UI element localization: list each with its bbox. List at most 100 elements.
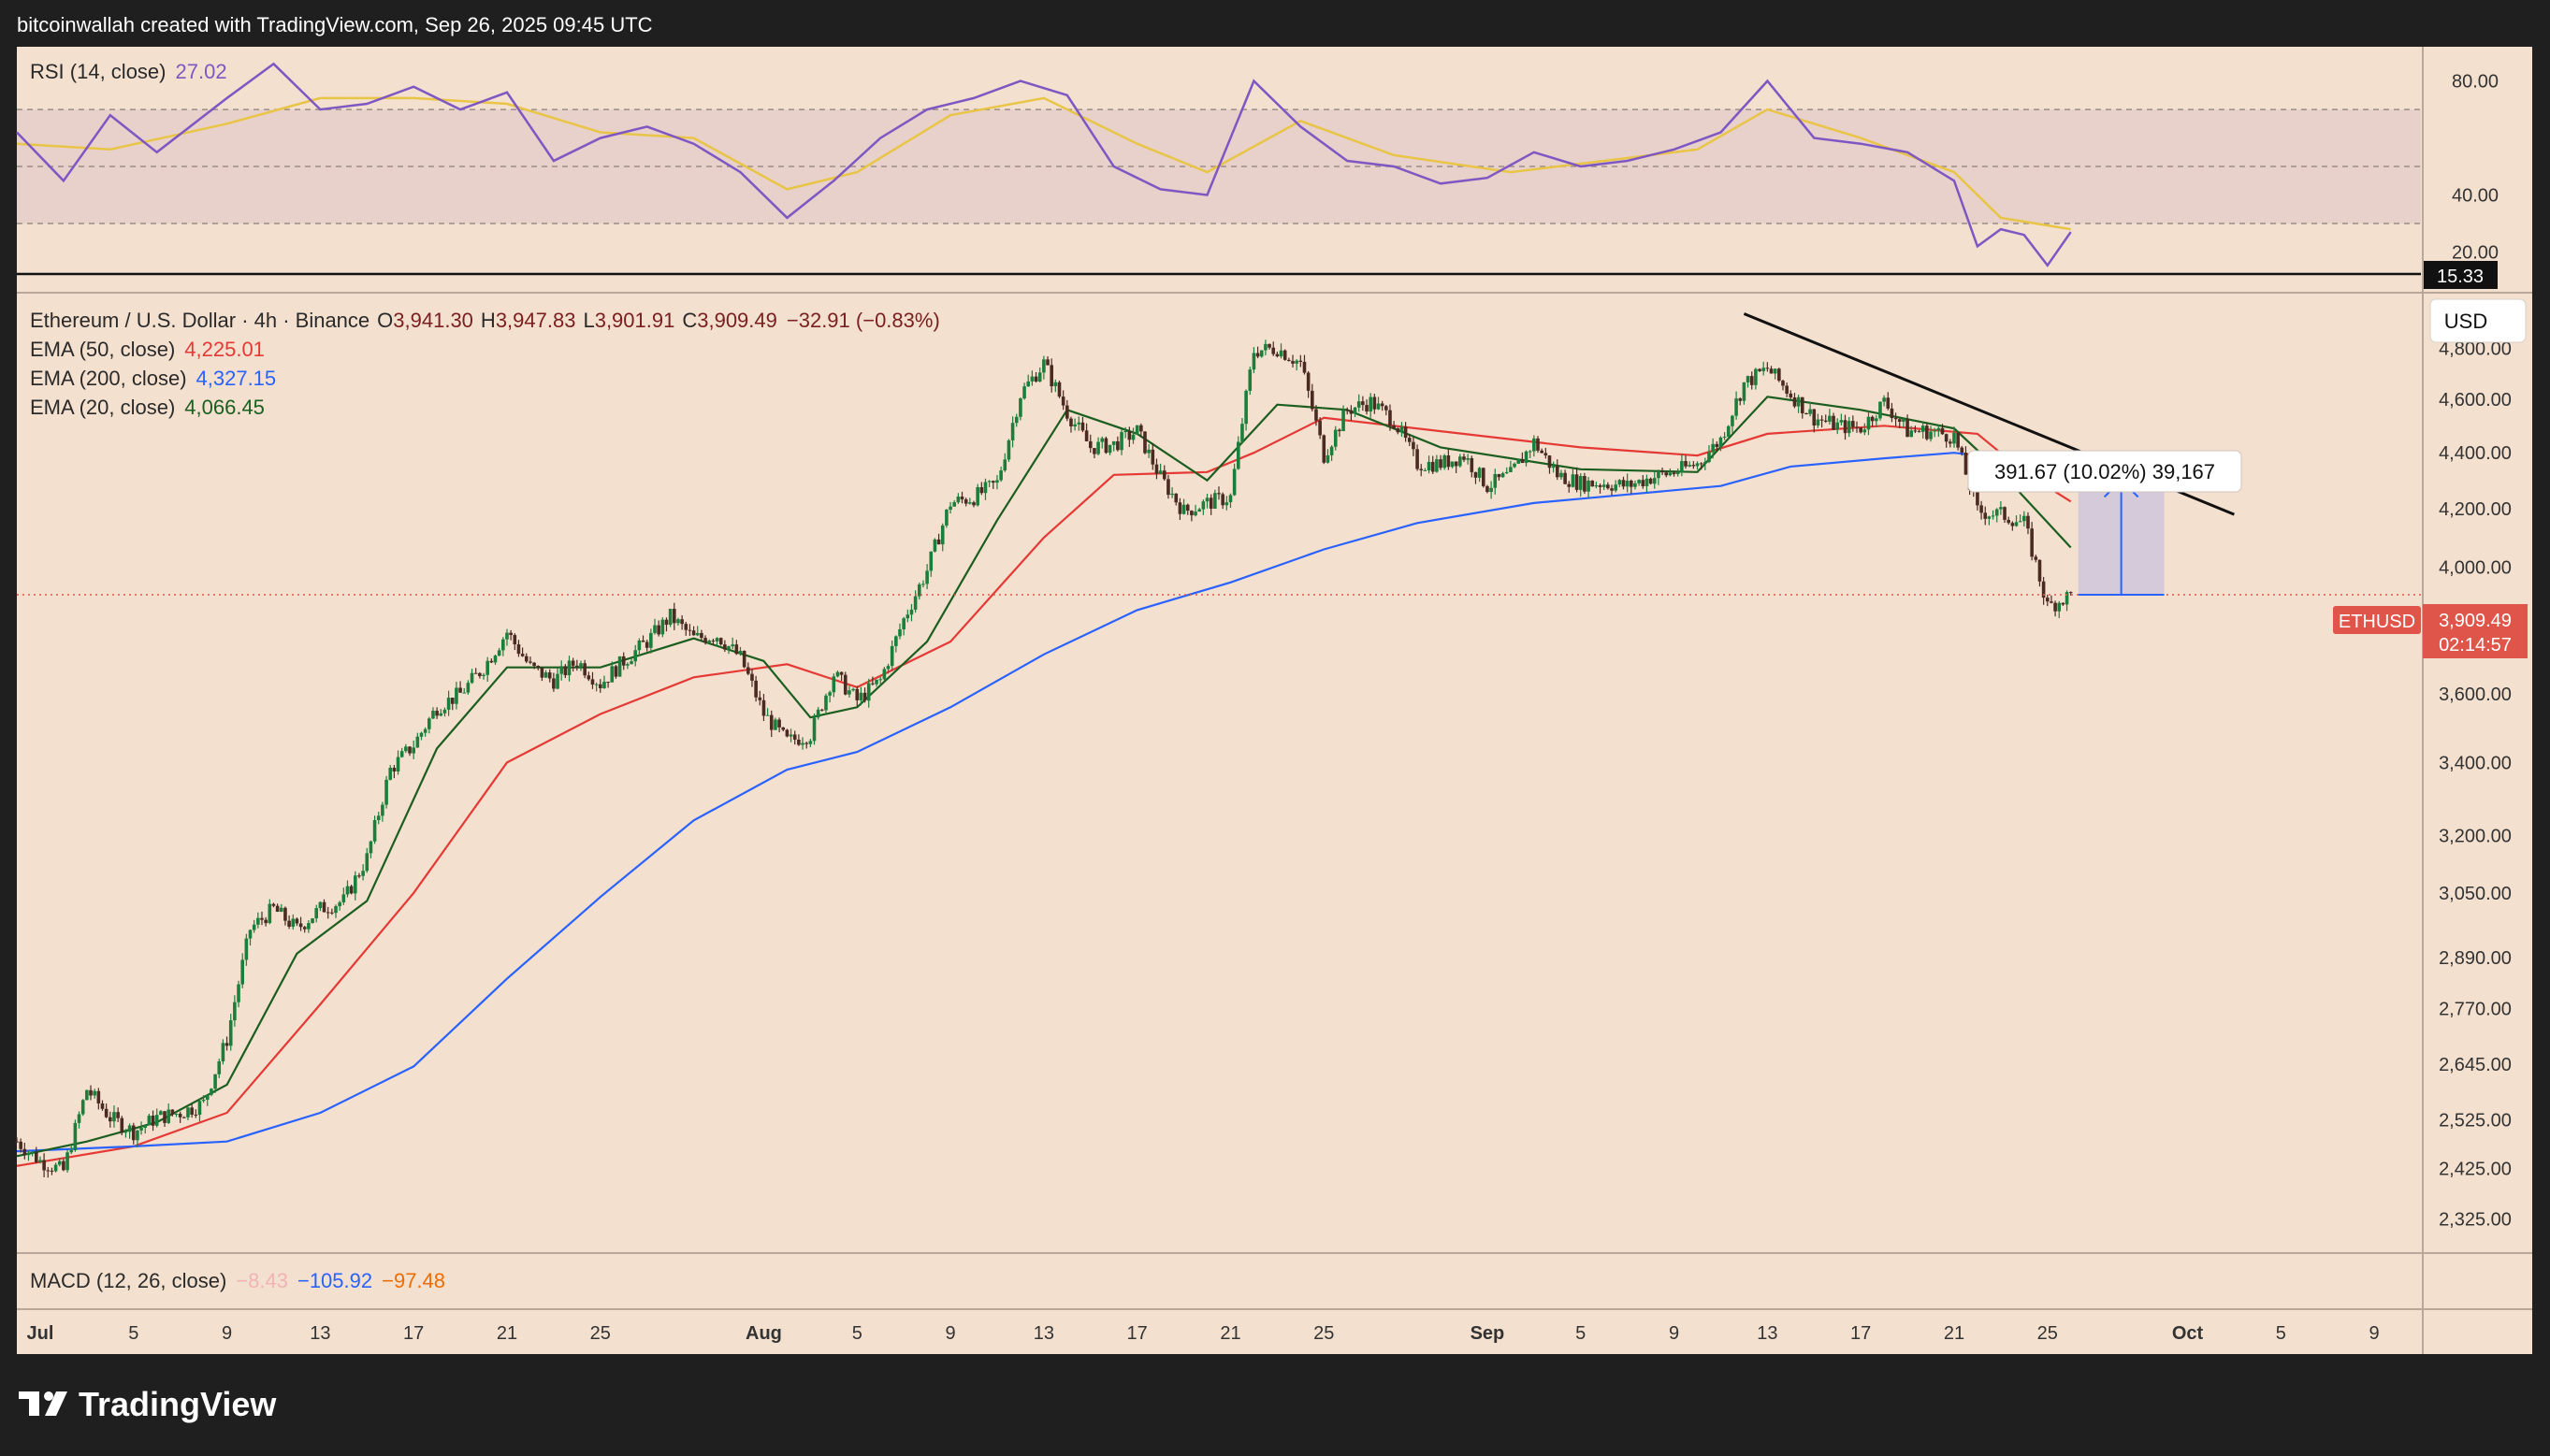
candle <box>1897 418 1902 429</box>
currency-button[interactable] <box>2429 298 2527 343</box>
candle <box>1439 454 1442 470</box>
candle <box>1485 484 1489 494</box>
candle <box>1648 477 1653 485</box>
price-axis-label: 2,890.00 <box>2439 948 2512 969</box>
currency-label: USD <box>2444 310 2487 333</box>
candle <box>1213 489 1217 510</box>
candle <box>268 899 272 925</box>
candle <box>1131 427 1136 444</box>
candle <box>1769 366 1774 374</box>
candle <box>2018 514 2022 523</box>
candle <box>466 680 471 695</box>
candle <box>237 980 240 1008</box>
candle <box>1590 480 1595 487</box>
candle <box>921 580 925 588</box>
candle <box>626 662 630 670</box>
candle <box>2068 591 2073 596</box>
time-axis[interactable]: Jul 5 9 13 17 21 25 Aug 5 9 13 17 21 25 Sep 5 9 13 17 21 25 O… <box>26 1323 2379 1344</box>
candle <box>186 1106 190 1120</box>
candle <box>940 523 945 552</box>
candle <box>676 617 680 626</box>
time-axis-day-label: 21 <box>497 1323 517 1344</box>
candle <box>1878 401 1882 421</box>
macd-pane[interactable]: MACD (12, 26, close) −8.43 −105.92 −97.48 <box>30 1269 445 1292</box>
ema20-legend-name: EMA (20, close) <box>30 396 175 419</box>
price-axis[interactable]: 4,800.00 4,600.00 4,400.00 4,200.00 4,000.00… <box>2439 339 2512 1230</box>
candle <box>617 656 622 677</box>
candle <box>423 727 427 737</box>
candle <box>1217 486 1221 500</box>
tradingview-logo-icon <box>19 1391 67 1416</box>
candle <box>979 482 984 496</box>
candle <box>742 650 746 669</box>
time-axis-day-label: 17 <box>1127 1323 1148 1344</box>
candle <box>1532 435 1536 457</box>
candle <box>1403 422 1408 442</box>
candle <box>1543 447 1548 459</box>
candle <box>1765 362 1770 372</box>
rsi-axis: 80.00 40.00 20.00 <box>2452 72 2499 264</box>
candle <box>127 1123 132 1139</box>
time-axis-day-label: 17 <box>403 1323 424 1344</box>
candle <box>307 920 311 933</box>
candle <box>38 1156 42 1164</box>
tradingview-logo-text: TradingView <box>79 1385 277 1423</box>
candle <box>1376 396 1381 411</box>
candle <box>372 815 377 844</box>
candle <box>1843 414 1847 440</box>
candle <box>42 1153 46 1177</box>
candle <box>571 657 575 671</box>
candle <box>1232 463 1237 497</box>
candle <box>22 1142 27 1160</box>
candle <box>77 1111 81 1129</box>
candle <box>462 687 467 694</box>
candle <box>197 1098 202 1122</box>
candle <box>917 582 921 600</box>
candle <box>116 1107 120 1122</box>
candle <box>1170 487 1174 498</box>
candle <box>361 864 365 881</box>
rsi-pane[interactable]: RSI (14, close) 27.02 80.00 40.00 20.00 15.… <box>16 60 2499 289</box>
candle <box>1497 473 1501 481</box>
candle <box>139 1121 143 1135</box>
svg-text:MACD (12, 26, close)−8.43−105.: MACD (12, 26, close) −8.43 −105.92 −97.48 <box>30 1269 445 1292</box>
candle <box>1509 460 1513 472</box>
candle <box>85 1089 89 1101</box>
candle <box>240 953 244 988</box>
candle <box>1259 350 1264 358</box>
candle <box>2045 594 2050 607</box>
candle <box>458 681 462 693</box>
candle <box>672 602 676 630</box>
candle <box>781 727 786 732</box>
candle <box>645 640 649 652</box>
candle <box>252 919 256 933</box>
candles <box>15 339 2073 1178</box>
candle <box>30 1151 35 1157</box>
candle <box>1524 450 1529 467</box>
candle <box>1034 371 1038 383</box>
candle <box>1699 462 1703 470</box>
candle <box>909 603 914 622</box>
candle <box>93 1088 96 1099</box>
candle <box>707 639 712 644</box>
candle <box>614 664 618 679</box>
candle <box>1851 415 1855 432</box>
main-pane[interactable]: 391.67 (10.02%) 39,167 Ethereum / U.S. D… <box>15 298 2528 1231</box>
candle <box>563 664 568 679</box>
candle <box>1228 493 1233 509</box>
candle <box>497 647 501 656</box>
candle <box>972 500 976 508</box>
candle <box>1652 471 1657 489</box>
candle <box>1571 469 1575 488</box>
measure-tool[interactable] <box>2078 478 2165 597</box>
candle <box>524 653 529 664</box>
candle <box>190 1103 194 1118</box>
candle <box>1108 444 1112 455</box>
candle <box>715 637 719 647</box>
candle <box>1547 454 1552 474</box>
candle <box>1567 481 1572 493</box>
ema200-legend-value: 4,327.15 <box>196 367 277 390</box>
candle <box>929 551 934 577</box>
candle <box>338 901 341 911</box>
